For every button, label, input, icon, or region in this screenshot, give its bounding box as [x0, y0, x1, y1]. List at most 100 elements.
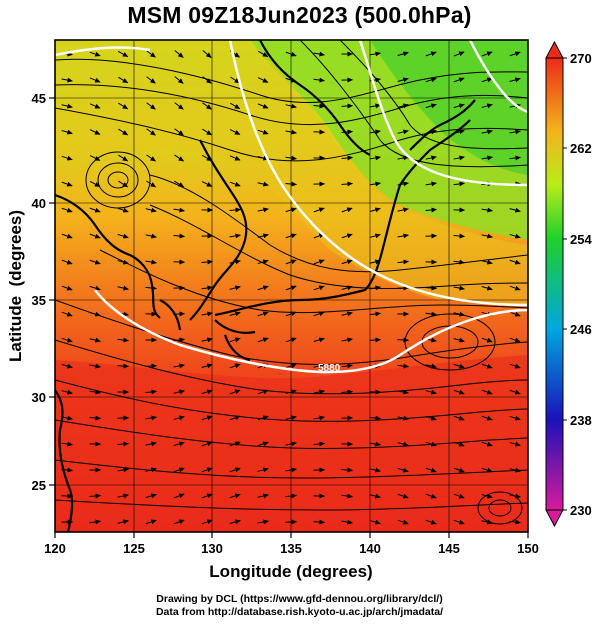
wind-vector-arrow [229, 155, 241, 161]
y-tick-label: 30 [32, 390, 46, 405]
wind-vector-arrow [118, 102, 129, 110]
wind-vector-arrow [146, 50, 156, 58]
wind-vector-arrow [453, 233, 465, 239]
x-tick-labels: 120 125 130 135 140 145 150 [44, 541, 539, 556]
wind-vector-arrow [257, 129, 269, 135]
wind-vector-arrow [61, 181, 73, 187]
wind-vector-arrow [202, 50, 212, 58]
wind-vector-arrow [118, 154, 129, 162]
wind-vector-arrow [397, 441, 409, 447]
figure-title: MSM 09Z18Jun2023 (500.0hPa) [127, 2, 472, 28]
wind-vector-arrow [341, 285, 353, 291]
wind-vector-arrow [481, 389, 493, 395]
wind-vector-arrow [257, 103, 269, 109]
wind-vector-arrow [145, 467, 157, 473]
wind-vector-arrow [229, 285, 241, 291]
wind-vector-arrow [201, 415, 213, 421]
wind-vector-arrow [509, 207, 521, 213]
wind-vector-arrow [397, 285, 409, 291]
wind-vector-arrow [173, 363, 185, 369]
wind-vector-arrow [341, 233, 353, 239]
wind-vector-arrow [341, 259, 353, 265]
wind-vector-arrow [369, 519, 381, 525]
wind-vector-arrow [453, 441, 465, 447]
wind-vector-arrow [341, 363, 353, 369]
y-axis-title: Latitude (degrees) [6, 210, 25, 362]
wind-vector-arrow [229, 389, 241, 395]
wind-vector-arrow [369, 207, 381, 213]
wind-vector-arrow [341, 103, 353, 109]
colorbar-tick-label: 246 [570, 322, 592, 337]
wind-vector-arrow [146, 76, 156, 84]
wind-vector-arrow [145, 389, 157, 395]
wind-vectors [61, 50, 521, 525]
x-tick-label: 130 [201, 541, 223, 556]
wind-vector-arrow [174, 50, 184, 58]
wind-vector-arrow [341, 519, 353, 525]
wind-vector-arrow [173, 493, 185, 499]
x-tick-label: 125 [123, 541, 145, 556]
wind-vector-arrow [509, 311, 521, 317]
wind-vector-arrow [509, 389, 521, 395]
wind-vector-arrow [61, 233, 73, 239]
wind-vector-arrow [509, 285, 521, 291]
wind-vector-arrow [341, 155, 353, 161]
wind-vector-arrow [425, 493, 437, 499]
wind-vector-arrow [369, 103, 381, 109]
wind-vector-arrow [313, 363, 325, 369]
wind-vector-arrow [145, 285, 157, 291]
x-tick-label: 135 [280, 541, 302, 556]
wind-vector-arrow [257, 77, 269, 83]
wind-vector-arrow [397, 363, 409, 369]
wind-vector-arrow [61, 77, 73, 83]
colorbar-tick-labels: 270 262 254 246 238 230 [570, 51, 592, 518]
wind-vector-arrow [145, 259, 157, 265]
wind-vector-arrow [509, 337, 521, 343]
wind-vector-arrow [145, 233, 157, 239]
wind-vector-arrow [481, 103, 493, 109]
wind-vector-arrow [369, 311, 381, 317]
wind-vector-arrow [257, 233, 269, 239]
wind-vector-arrow [117, 467, 129, 473]
wind-vector-arrow [89, 103, 101, 109]
wind-vector-arrow [397, 233, 409, 239]
wind-vector-arrow [341, 311, 353, 317]
coastlines [55, 40, 476, 532]
wind-vector-arrow [369, 181, 381, 187]
wind-vector-arrow [453, 51, 465, 57]
wind-vector-arrow [201, 467, 213, 473]
wind-vector-arrow [425, 519, 437, 525]
geopotential-contours [55, 40, 528, 374]
y-tick-label: 40 [32, 196, 46, 211]
wind-vector-arrow [453, 181, 465, 187]
wind-vector-arrow [453, 337, 465, 343]
wind-vector-arrow [118, 180, 129, 188]
wind-vector-arrow [313, 77, 325, 83]
wind-vector-arrow [397, 519, 409, 525]
wind-vector-arrow [173, 337, 185, 343]
wind-vector-arrow [61, 415, 73, 421]
wind-vector-arrow [229, 363, 241, 369]
wind-vector-arrow [397, 337, 409, 343]
wind-vector-arrow [397, 77, 409, 83]
wind-vector-arrow [145, 519, 157, 525]
wind-vector-arrow [146, 128, 156, 136]
x-tick-label: 145 [438, 541, 460, 556]
colorbar-top-cap [545, 40, 564, 59]
wind-vector-arrow [481, 415, 493, 421]
wind-vector-arrow [117, 233, 129, 239]
wind-vector-arrow [145, 441, 157, 447]
wind-vector-arrow [146, 102, 156, 110]
wind-vector-arrow [481, 51, 493, 57]
wind-vector-arrow [173, 389, 185, 395]
wind-vector-arrow [397, 51, 409, 57]
wind-vector-arrow [174, 154, 184, 162]
wind-vector-arrow [341, 129, 353, 135]
wind-vector-arrow [229, 233, 241, 239]
wind-vector-arrow [61, 363, 73, 369]
wind-vector-arrow [229, 467, 241, 473]
y-tick-label: 25 [32, 478, 46, 493]
x-axis-title: Longitude (degrees) [209, 562, 372, 581]
wind-vector-arrow [61, 337, 73, 343]
